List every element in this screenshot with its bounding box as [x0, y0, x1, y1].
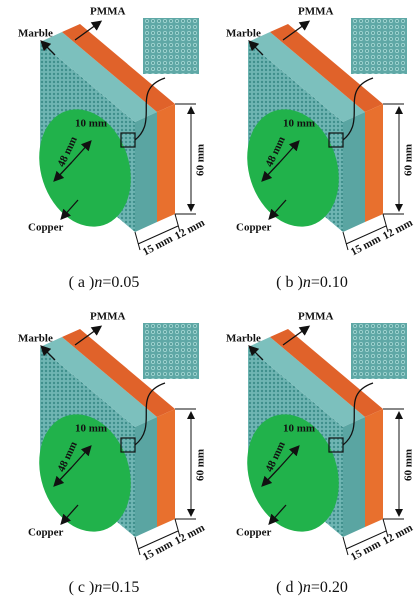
marble-label: Marble	[226, 28, 261, 40]
marble-front	[343, 417, 365, 537]
inset	[351, 18, 407, 74]
dim-line	[135, 537, 140, 555]
marble-thickness-label: 15 mm	[141, 538, 175, 564]
inner-label: 10 mm	[283, 423, 315, 435]
copper-label: Copper	[28, 222, 64, 234]
inner-label: 10 mm	[75, 118, 107, 130]
caption-label: ( a )	[69, 274, 95, 291]
height-label: 60 mm	[195, 449, 207, 481]
caption-param: n	[303, 579, 311, 596]
caption-param: n	[94, 579, 102, 596]
marble-front	[135, 112, 157, 232]
caption-param: n	[303, 274, 311, 291]
copper-label: Copper	[236, 527, 272, 539]
copper-label: Copper	[28, 527, 64, 539]
dim-line	[343, 537, 348, 555]
pmma-label: PMMA	[90, 6, 125, 18]
copper-label: Copper	[236, 222, 272, 234]
pmma-front	[365, 409, 383, 527]
height-label: 60 mm	[403, 144, 415, 176]
pmma-front	[157, 409, 175, 527]
pmma-front	[365, 104, 383, 222]
height-label: 60 mm	[195, 144, 207, 176]
caption-label: ( d )	[276, 579, 303, 596]
caption-value: =0.05	[102, 274, 139, 291]
pmma-thickness-label: 12 mm	[381, 522, 415, 548]
caption-value: =0.20	[311, 579, 348, 596]
pmma-label: PMMA	[298, 311, 333, 323]
pmma-thickness-label: 12 mm	[173, 522, 207, 548]
caption-label: ( b )	[276, 274, 303, 291]
inner-label: 10 mm	[75, 423, 107, 435]
marble-front	[343, 112, 365, 232]
figure: PMMAMarbleCopper10 mm48 mm60 mm15 mm12 m…	[0, 0, 416, 603]
inset	[351, 323, 407, 379]
inner-label: 10 mm	[283, 118, 315, 130]
marble-thickness-label: 15 mm	[141, 233, 175, 259]
marble-thickness-label: 15 mm	[349, 233, 383, 259]
pmma-front	[157, 104, 175, 222]
marble-label: Marble	[18, 333, 53, 345]
marble-thickness-label: 15 mm	[349, 538, 383, 564]
pmma-label: PMMA	[90, 311, 125, 323]
marble-front	[135, 417, 157, 537]
dim-line	[135, 232, 140, 250]
height-label: 60 mm	[403, 449, 415, 481]
dim-line	[343, 232, 348, 250]
caption-value: =0.15	[102, 579, 139, 596]
caption: ( a )n=0.05	[69, 274, 140, 291]
caption-param: n	[94, 274, 102, 291]
marble-label: Marble	[18, 28, 53, 40]
inset	[143, 18, 199, 74]
caption-label: ( c )	[69, 579, 95, 596]
caption: ( c )n=0.15	[69, 579, 140, 596]
caption: ( b )n=0.10	[276, 274, 348, 291]
inset	[143, 323, 199, 379]
pmma-label: PMMA	[298, 6, 333, 18]
marble-label: Marble	[226, 333, 261, 345]
pmma-thickness-label: 12 mm	[381, 217, 415, 243]
caption: ( d )n=0.20	[276, 579, 348, 596]
pmma-thickness-label: 12 mm	[173, 217, 207, 243]
caption-value: =0.10	[311, 274, 348, 291]
